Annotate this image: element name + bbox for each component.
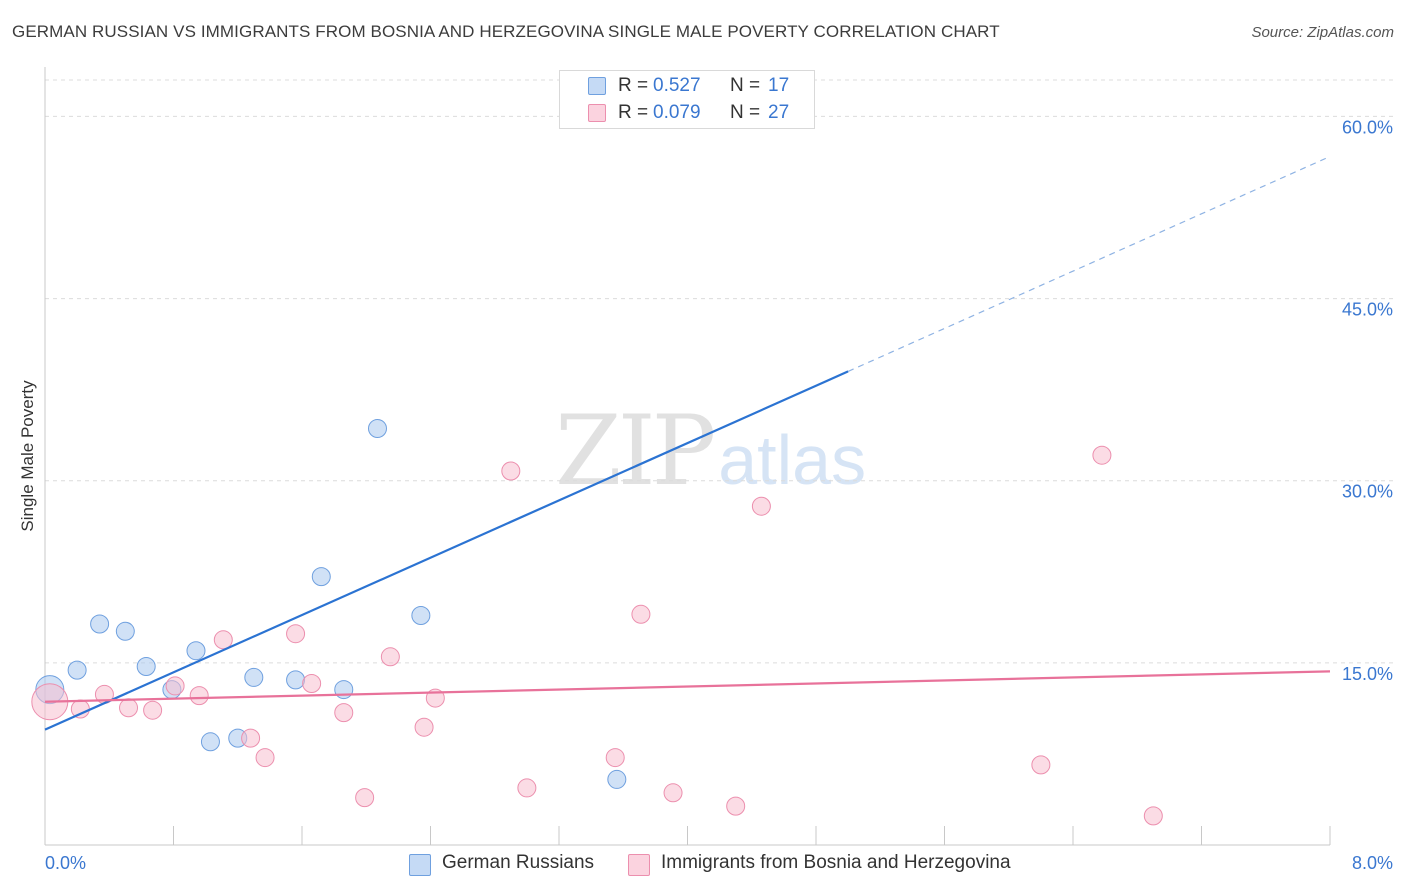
- correlation-legend: R = 0.527 N = 17 R = 0.079 N = 27: [559, 70, 815, 129]
- y-tick-label: 15.0%: [1342, 664, 1393, 684]
- bosnia-point: [241, 728, 261, 748]
- bosnia-point: [70, 699, 90, 719]
- bottom-legend-label: Immigrants from Bosnia and Herzegovina: [661, 852, 1011, 873]
- bosnia-point: [414, 717, 434, 737]
- bosnia-point: [1031, 755, 1051, 775]
- bosnia-point: [119, 698, 139, 718]
- german-russians-point: [90, 614, 110, 634]
- german-russians-point: [311, 567, 331, 587]
- bosnia-point: [1143, 806, 1163, 826]
- chart-title: GERMAN RUSSIAN VS IMMIGRANTS FROM BOSNIA…: [12, 22, 1000, 41]
- legend-r-value: 0.527: [653, 75, 701, 96]
- german-russians-point: [244, 667, 264, 687]
- bosnia-point: [255, 748, 275, 768]
- legend-r-value: 0.079: [653, 102, 701, 123]
- y-tick-label: 60.0%: [1342, 117, 1393, 137]
- german-russians-point: [136, 657, 156, 676]
- bosnia-point: [501, 461, 521, 481]
- bosnia-trend-line: [44, 670, 1331, 703]
- bosnia-point: [355, 788, 375, 808]
- watermark-atlas: atlas: [718, 421, 867, 499]
- german-russians-point: [607, 769, 627, 789]
- x-tick-label-min: 0.0%: [45, 853, 86, 873]
- bosnia-point: [302, 674, 322, 693]
- german-russians-point: [115, 621, 135, 641]
- bosnia-point: [751, 496, 771, 516]
- bosnia-point: [143, 700, 163, 720]
- bottom-legend-swatch-blue: [409, 854, 431, 876]
- x-tick-label-max: 8.0%: [1352, 853, 1393, 873]
- bosnia-point: [517, 778, 537, 798]
- legend-n-value: 27: [768, 102, 790, 123]
- bosnia-point: [213, 630, 233, 650]
- bottom-legend-label: German Russians: [442, 852, 595, 873]
- german-russians-trend-extension: [847, 155, 1331, 372]
- bosnia-point: [380, 647, 400, 667]
- bosnia-point: [165, 676, 185, 696]
- bosnia-point: [189, 686, 209, 706]
- y-tick-label: 30.0%: [1342, 482, 1393, 502]
- bosnia-point: [334, 703, 354, 723]
- german-russians-trend-line: [44, 370, 849, 731]
- bottom-legend-swatch-pink: [628, 854, 650, 876]
- source-label: Source: ZipAtlas.com: [1251, 24, 1394, 41]
- y-axis-label: Single Male Poverty: [18, 380, 37, 532]
- legend-n-label: N =: [730, 75, 761, 96]
- bosnia-point: [1092, 445, 1112, 465]
- german-russians-point: [411, 606, 431, 625]
- legend-r-label: R =: [618, 102, 649, 123]
- bosnia-point: [631, 604, 651, 624]
- watermark-zip: ZIP: [555, 395, 716, 507]
- bosnia-point: [605, 748, 625, 768]
- german-russians-point: [200, 732, 220, 752]
- german-russians-point: [186, 641, 206, 661]
- legend-n-label: N =: [730, 102, 761, 123]
- german-russians-point: [286, 670, 306, 690]
- legend-swatch-blue: [588, 77, 606, 95]
- bosnia-point: [663, 783, 683, 803]
- legend-n-value: 17: [768, 75, 790, 96]
- legend-r-label: R =: [618, 75, 649, 96]
- legend-swatch-pink: [588, 104, 606, 122]
- bosnia-point: [726, 796, 746, 816]
- bosnia-point: [286, 624, 306, 644]
- german-russians-point: [367, 419, 387, 438]
- german-russians-point: [67, 660, 87, 680]
- watermark: ZIPatlas: [555, 395, 866, 507]
- y-tick-label: 45.0%: [1342, 300, 1393, 320]
